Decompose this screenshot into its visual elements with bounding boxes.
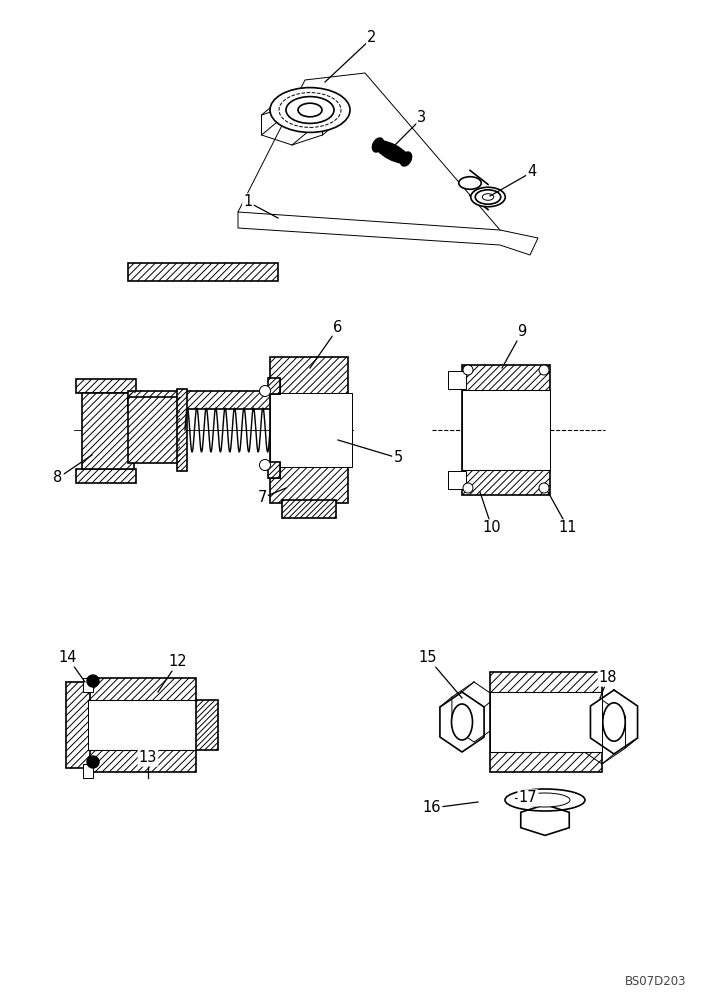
Circle shape: [463, 483, 473, 493]
Circle shape: [539, 483, 549, 493]
Text: 17: 17: [518, 790, 537, 806]
Bar: [448, 471, 466, 489]
Ellipse shape: [483, 194, 494, 200]
Bar: [282, 500, 336, 518]
Ellipse shape: [400, 152, 412, 166]
Bar: [270, 393, 352, 467]
Text: 13: 13: [139, 750, 158, 766]
Text: 7: 7: [257, 490, 266, 506]
Bar: [490, 692, 602, 752]
Text: 8: 8: [54, 471, 62, 486]
Text: 11: 11: [558, 520, 577, 536]
Text: 16: 16: [422, 800, 441, 816]
Bar: [270, 357, 348, 503]
Bar: [268, 378, 280, 394]
Ellipse shape: [470, 187, 505, 207]
Text: 1: 1: [243, 194, 253, 210]
Text: 9: 9: [518, 324, 527, 340]
Ellipse shape: [372, 138, 384, 152]
Text: 4: 4: [528, 164, 536, 180]
Text: 5: 5: [393, 450, 402, 466]
Bar: [76, 379, 136, 393]
Ellipse shape: [270, 88, 350, 132]
Circle shape: [87, 675, 99, 687]
Ellipse shape: [459, 177, 481, 189]
Ellipse shape: [298, 103, 322, 117]
Circle shape: [539, 365, 549, 375]
Bar: [83, 678, 93, 692]
Circle shape: [87, 756, 99, 768]
Bar: [196, 700, 218, 750]
Text: 14: 14: [59, 650, 77, 666]
Ellipse shape: [375, 141, 409, 163]
Bar: [462, 365, 550, 495]
Text: 2: 2: [367, 30, 377, 45]
Text: BS07D203: BS07D203: [624, 975, 686, 988]
Ellipse shape: [603, 703, 625, 741]
Circle shape: [259, 460, 271, 471]
Bar: [268, 378, 280, 394]
Text: 18: 18: [599, 670, 617, 686]
Bar: [128, 391, 278, 409]
Bar: [66, 682, 90, 768]
Text: 12: 12: [169, 654, 188, 670]
Bar: [128, 263, 278, 281]
Ellipse shape: [505, 789, 585, 811]
Ellipse shape: [286, 97, 334, 123]
Text: 15: 15: [419, 650, 437, 666]
Text: 3: 3: [417, 110, 427, 125]
Text: 10: 10: [483, 520, 501, 536]
Ellipse shape: [520, 793, 570, 807]
Bar: [83, 764, 93, 778]
Ellipse shape: [475, 190, 500, 204]
Bar: [76, 469, 136, 483]
Bar: [128, 397, 180, 463]
Bar: [448, 371, 466, 389]
Bar: [490, 672, 602, 772]
Text: 6: 6: [334, 320, 343, 336]
Bar: [82, 393, 134, 469]
Bar: [268, 462, 280, 478]
Bar: [177, 389, 187, 471]
Circle shape: [463, 365, 473, 375]
Bar: [88, 678, 196, 772]
Bar: [268, 462, 280, 478]
Bar: [88, 700, 196, 750]
Bar: [462, 390, 550, 470]
Ellipse shape: [452, 704, 473, 740]
Circle shape: [259, 385, 271, 396]
